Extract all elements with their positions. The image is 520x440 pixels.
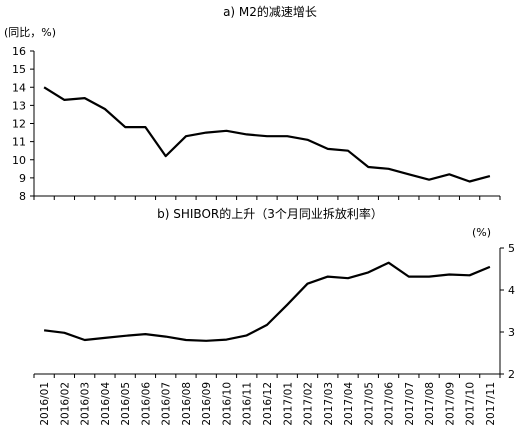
- x-tick-label: 2017/01: [282, 382, 294, 426]
- x-tick-label: 2017/05: [363, 382, 375, 426]
- x-tick-label: 2017/03: [323, 382, 335, 426]
- x-tick-label: 2016/04: [100, 382, 112, 426]
- y-tick-label: 15: [12, 63, 26, 76]
- panel-a-m2-line: [43, 86, 491, 183]
- panel-b-x-ticks: [33, 374, 501, 378]
- x-tick-label: 2016/10: [222, 382, 234, 426]
- panel-a-title: a) M2的减速增长: [223, 4, 317, 19]
- y-tick-label: 9: [19, 172, 26, 185]
- y-tick-label: 12: [12, 118, 26, 131]
- x-tick-label: 2017/06: [384, 382, 396, 426]
- x-tick-label: 2016/09: [201, 382, 213, 426]
- x-tick-label: 2017/11: [485, 382, 497, 426]
- panel-b-x-tick-labels: 2016/01 2016/02 2016/03 2016/04 2016/05 2016/…: [39, 382, 497, 426]
- y-tick-label: 14: [12, 81, 26, 94]
- y-tick-label: 2: [508, 368, 515, 381]
- x-tick-label: 2016/12: [262, 382, 274, 426]
- x-tick-label: 2017/07: [404, 382, 416, 426]
- x-tick-label: 2016/07: [161, 382, 173, 426]
- x-tick-label: 2017/04: [343, 382, 355, 426]
- x-tick-label: 2017/09: [444, 382, 456, 426]
- panel-a-x-ticks: [33, 196, 501, 200]
- panel-a-y-ticks: 8 9 10 11 12 13 14 15 16: [12, 45, 34, 203]
- y-tick-label: 10: [12, 154, 26, 167]
- x-tick-label: 2017/10: [465, 382, 477, 426]
- x-tick-label: 2017/08: [424, 382, 436, 426]
- panel-b-unit-label: (%): [472, 226, 491, 239]
- y-tick-label: 3: [508, 326, 515, 339]
- panel-a-unit-label: (同比，%): [4, 26, 56, 39]
- x-tick-label: 2016/02: [59, 382, 71, 426]
- x-tick-label: 2016/11: [242, 382, 254, 426]
- x-tick-label: 2016/08: [181, 382, 193, 426]
- x-tick-label: 2016/05: [120, 382, 132, 426]
- y-tick-label: 16: [12, 45, 26, 58]
- x-tick-label: 2016/06: [140, 382, 152, 426]
- y-tick-label: 13: [12, 99, 26, 112]
- x-tick-label: 2016/03: [80, 382, 92, 426]
- y-tick-label: 5: [508, 242, 515, 255]
- y-tick-label: 11: [12, 136, 26, 149]
- panel-b-title: b) SHIBOR的上升（3个月同业拆放利率）: [157, 206, 383, 221]
- y-tick-label: 8: [19, 190, 26, 203]
- x-tick-label: 2017/02: [303, 382, 315, 426]
- x-tick-label: 2016/01: [39, 382, 51, 426]
- panel-b: b) SHIBOR的上升（3个月同业拆放利率） (%) 2 3 4 5 2016/01…: [33, 206, 515, 426]
- y-tick-label: 4: [508, 284, 515, 297]
- panel-a: a) M2的减速增长 (同比，%) 8 9 10 11 12 13 14 15 16: [4, 4, 501, 203]
- panel-b-shibor-line: [43, 261, 491, 342]
- panel-b-y-ticks: 2 3 4 5: [500, 242, 515, 381]
